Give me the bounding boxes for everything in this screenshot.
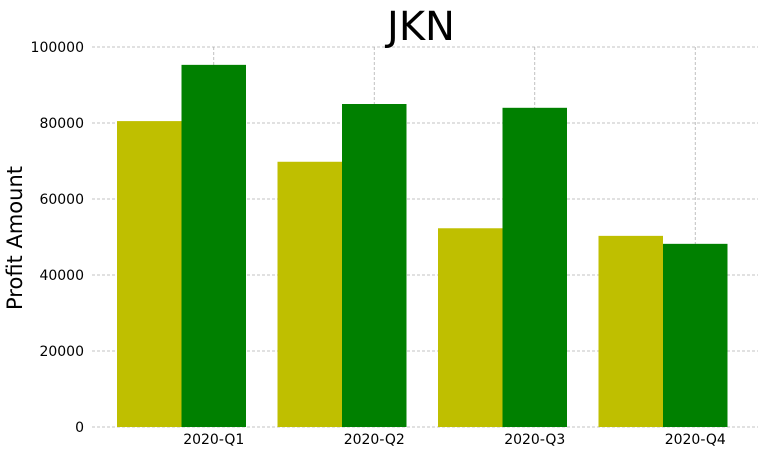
bar-2020-Q2-series-2 xyxy=(342,104,407,427)
chart-title: JKN xyxy=(384,4,455,50)
bars xyxy=(117,64,728,428)
y-tick-label: 20000 xyxy=(39,344,84,360)
bar-2020-Q1-series-1 xyxy=(117,121,182,427)
y-axis-label: Profit Amount xyxy=(3,166,27,310)
bar-2020-Q3-series-1 xyxy=(438,228,503,427)
x-tick-label: 2020-Q3 xyxy=(504,432,565,448)
y-tick-label: 60000 xyxy=(39,192,84,208)
x-tick-label: 2020-Q4 xyxy=(665,432,726,448)
y-tick-label: 100000 xyxy=(31,40,84,56)
y-tick-label: 80000 xyxy=(39,116,84,132)
bar-2020-Q1-series-2 xyxy=(181,64,246,428)
x-tick-label: 2020-Q1 xyxy=(183,432,244,448)
bar-2020-Q4-series-1 xyxy=(598,235,663,427)
y-axis-ticks: 0 20000 40000 60000 80000 100000 xyxy=(31,40,84,436)
x-tick-label: 2020-Q2 xyxy=(344,432,405,448)
x-axis-ticks: 2020-Q1 2020-Q2 2020-Q3 2020-Q4 xyxy=(183,432,726,448)
y-tick-label: 0 xyxy=(75,420,84,436)
y-tick-label: 40000 xyxy=(39,268,84,284)
bar-2020-Q2-series-1 xyxy=(277,161,342,427)
bar-2020-Q4-series-2 xyxy=(663,243,728,427)
bar-2020-Q3-series-2 xyxy=(502,107,567,428)
